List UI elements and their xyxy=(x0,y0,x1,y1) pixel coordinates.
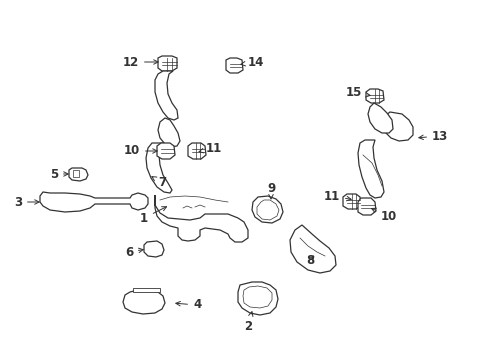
Text: 5: 5 xyxy=(50,167,68,180)
Polygon shape xyxy=(157,143,175,159)
Polygon shape xyxy=(343,194,361,209)
Text: 15: 15 xyxy=(345,86,370,99)
Text: 1: 1 xyxy=(140,207,167,225)
Polygon shape xyxy=(243,286,272,308)
Polygon shape xyxy=(133,288,160,292)
Polygon shape xyxy=(358,140,384,198)
Polygon shape xyxy=(252,196,283,223)
Text: 14: 14 xyxy=(241,55,265,68)
Polygon shape xyxy=(257,200,279,220)
Polygon shape xyxy=(226,58,243,73)
Polygon shape xyxy=(158,56,177,71)
Polygon shape xyxy=(368,103,393,133)
Polygon shape xyxy=(123,290,165,314)
Polygon shape xyxy=(238,282,278,315)
Text: 10: 10 xyxy=(124,144,157,158)
Polygon shape xyxy=(73,170,79,177)
Polygon shape xyxy=(144,241,164,257)
Text: 11: 11 xyxy=(199,141,222,154)
Polygon shape xyxy=(69,168,88,181)
Polygon shape xyxy=(155,195,248,242)
Text: 4: 4 xyxy=(176,298,201,311)
Polygon shape xyxy=(366,89,384,103)
Text: 2: 2 xyxy=(244,312,253,333)
Polygon shape xyxy=(158,118,180,147)
Polygon shape xyxy=(146,143,172,193)
Text: 3: 3 xyxy=(14,195,39,208)
Text: 6: 6 xyxy=(125,246,143,258)
Text: 12: 12 xyxy=(123,55,158,68)
Polygon shape xyxy=(358,198,376,215)
Text: 8: 8 xyxy=(306,255,314,267)
Text: 10: 10 xyxy=(371,208,397,222)
Polygon shape xyxy=(188,143,206,159)
Polygon shape xyxy=(155,71,178,120)
Text: 7: 7 xyxy=(152,176,166,189)
Polygon shape xyxy=(40,192,148,212)
Polygon shape xyxy=(290,225,336,273)
Text: 9: 9 xyxy=(267,181,275,199)
Text: 11: 11 xyxy=(324,189,351,202)
Text: 13: 13 xyxy=(419,130,448,143)
Polygon shape xyxy=(383,112,413,141)
